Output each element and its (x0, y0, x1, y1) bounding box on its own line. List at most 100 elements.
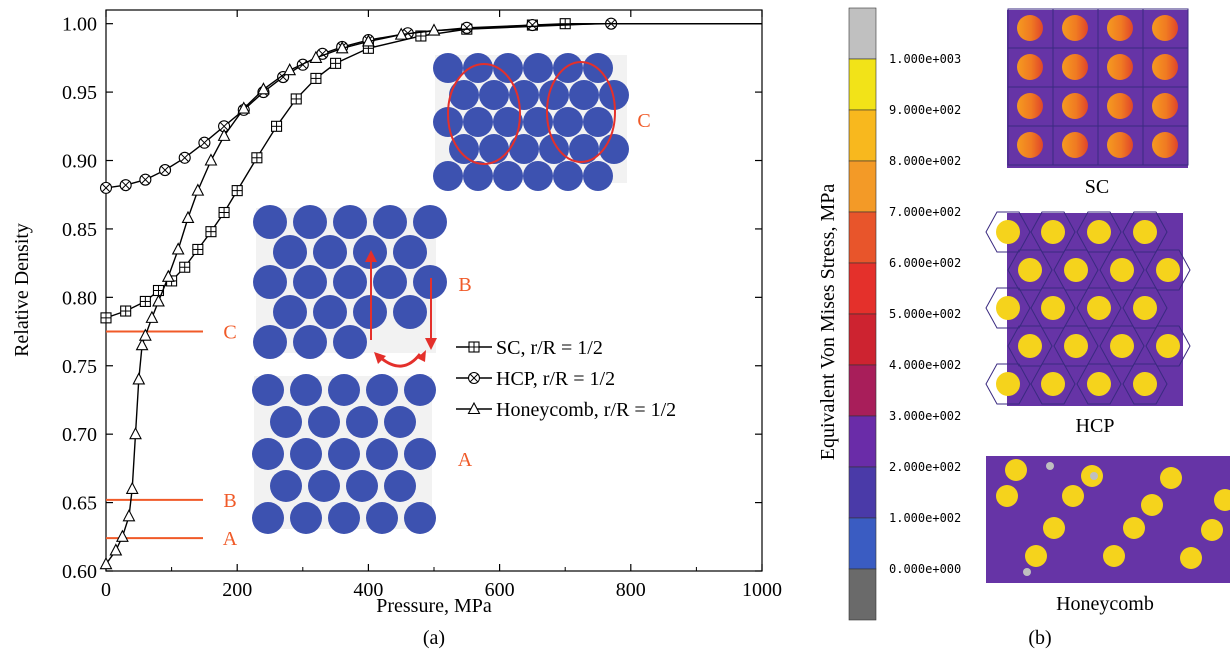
colorbar-tick-label: 4.000e+002 (889, 358, 961, 372)
data-point (99, 556, 113, 570)
legend-marker (467, 371, 481, 385)
data-point (138, 328, 152, 341)
particle (293, 325, 327, 359)
data-point (218, 206, 230, 219)
colorbar-segment (848, 160, 877, 213)
colorbar-tick-label: 9.000e+002 (889, 103, 961, 117)
cell-boundary (985, 363, 1031, 405)
colorbar-tick-label: 0.000e+000 (889, 562, 961, 576)
inset-b-image: B (253, 205, 472, 368)
colorbar-tick-label: 8.000e+002 (889, 154, 961, 168)
particle (253, 205, 287, 239)
particle (1043, 517, 1065, 539)
particle (599, 134, 629, 164)
data-point (237, 101, 251, 114)
cell-boundary (1007, 325, 1053, 367)
cell-boundary (1076, 363, 1122, 405)
particle (553, 107, 583, 137)
colorbar-segment (848, 517, 877, 570)
colorbar-tick-label: 6.000e+002 (889, 256, 961, 270)
colorbar-segment (848, 262, 877, 315)
particle (1110, 334, 1134, 358)
x-axis-label: Pressure, MPa (376, 595, 492, 617)
particle (509, 134, 539, 164)
data-point (161, 269, 175, 282)
data-point (171, 242, 185, 255)
colorbar-segment (848, 466, 877, 519)
honeycomb-stress-image: Honeycomb (986, 456, 1230, 615)
data-point (115, 529, 129, 542)
particle (996, 296, 1020, 320)
data-point (192, 243, 204, 256)
y-axis-ticks: 0.60 0.65 0.70 0.75 0.80 0.85 0.90 0.95 1.00 (62, 14, 762, 583)
series-line (105, 23, 762, 189)
particle (1087, 372, 1111, 396)
particle (553, 53, 583, 83)
data-point (139, 295, 151, 307)
legend-marker (467, 401, 481, 415)
particle (523, 161, 553, 191)
data-point (204, 153, 218, 166)
data-point (460, 21, 473, 34)
particle (433, 53, 463, 83)
rotation-arrow (380, 353, 422, 368)
arrow-head (417, 350, 426, 362)
data-point (152, 294, 165, 307)
colorbar-tick-label: 5.000e+002 (889, 307, 961, 321)
x-tick-label: 200 (222, 579, 252, 601)
x-tick-label: 800 (616, 579, 646, 601)
y-tick-label: 0.75 (62, 356, 97, 378)
legend-entry-honeycomb: Honeycomb, r/R = 1/2 (456, 399, 676, 421)
particle (413, 205, 447, 239)
colorbar (848, 7, 877, 621)
particle (404, 502, 436, 534)
reference-label: A (223, 528, 238, 550)
particle (539, 80, 569, 110)
reference-label: B (223, 490, 236, 512)
y-tick-label: 0.85 (62, 219, 97, 241)
cell-boundary (1007, 249, 1053, 291)
particle (996, 485, 1018, 507)
particle (366, 374, 398, 406)
particle (1152, 15, 1178, 41)
particle (1133, 220, 1157, 244)
data-point (135, 338, 149, 351)
y-tick-label: 0.95 (62, 82, 97, 104)
reference-label: C (223, 322, 236, 344)
inset-c-label: C (637, 110, 650, 132)
particle (373, 265, 407, 299)
particle (366, 438, 398, 470)
cell-boundary (985, 287, 1031, 329)
particle (1062, 15, 1088, 41)
particle (1062, 93, 1088, 119)
data-point (100, 312, 112, 324)
colorbar-segment (848, 7, 877, 60)
colorbar-segment (848, 364, 877, 417)
particle (252, 438, 284, 470)
particle (313, 235, 347, 269)
particle (1017, 54, 1043, 80)
data-point (330, 57, 342, 69)
colorbar-tick-label: 1.000e+003 (889, 52, 961, 66)
particle (1041, 372, 1065, 396)
particle (509, 80, 539, 110)
data-point (468, 341, 480, 353)
data-point (217, 128, 231, 141)
arrow-head (365, 250, 377, 262)
particle (253, 325, 287, 359)
particle (1133, 372, 1157, 396)
data-point (283, 63, 297, 76)
stress-spot (1046, 462, 1054, 470)
y-tick-label: 0.90 (62, 151, 97, 173)
particle (313, 295, 347, 329)
data-series (99, 17, 762, 570)
reference-lines: C BA (106, 322, 238, 550)
data-point (179, 261, 191, 273)
particle (449, 134, 479, 164)
particle (1062, 132, 1088, 158)
data-point (132, 372, 146, 385)
particle (479, 134, 509, 164)
particle (270, 470, 302, 502)
data-point (139, 173, 152, 186)
